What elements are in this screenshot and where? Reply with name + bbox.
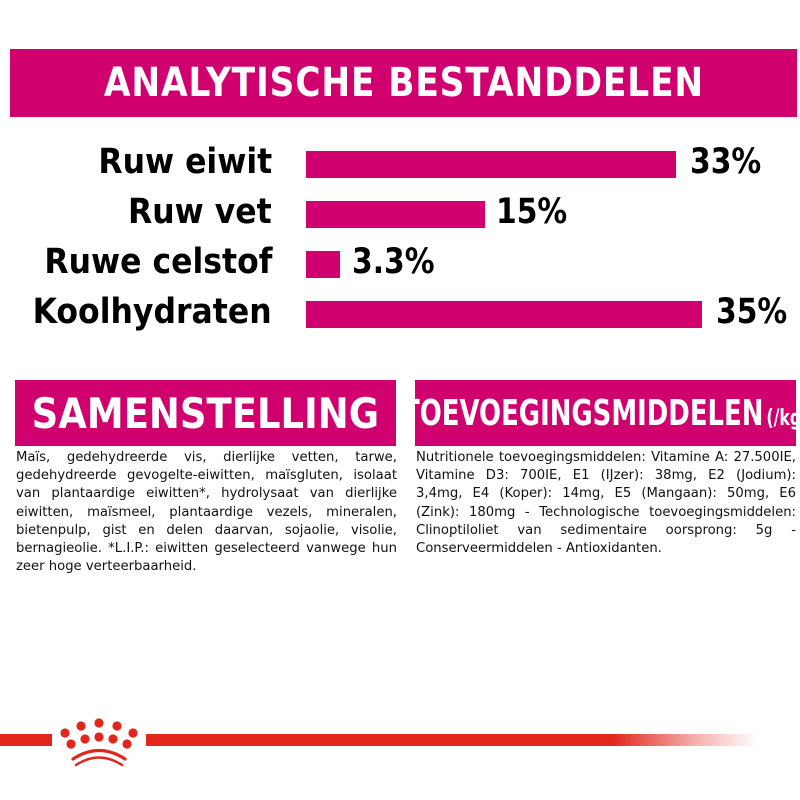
- row-value: 35%: [716, 292, 788, 332]
- page-title: ANALYTISCHE BESTANDDELEN: [103, 60, 704, 106]
- row-label: Koolhydraten: [32, 292, 272, 332]
- header-banner: ANALYTISCHE BESTANDDELEN: [10, 49, 797, 117]
- nutrient-bar-chart: Ruw eiwit 33% Ruw vet 15% Ruwe celstof 3…: [0, 140, 800, 340]
- bar: [306, 301, 702, 328]
- row-label: Ruw vet: [128, 192, 272, 232]
- row-label: Ruwe celstof: [43, 242, 272, 282]
- bar: [306, 201, 485, 228]
- chart-row: Ruw eiwit 33%: [0, 142, 800, 184]
- footer-divider-right: [146, 734, 758, 746]
- bar: [306, 151, 676, 178]
- composition-text: Maïs, gedehydreerde vis, dierlijke vette…: [16, 450, 397, 575]
- chart-row: Ruw vet 15%: [0, 192, 800, 234]
- composition-header: SAMENSTELLING: [15, 380, 396, 446]
- additives-title-wrap: TOEVOEGINGSMIDDELEN(/kg): [415, 393, 796, 434]
- bar: [306, 251, 340, 278]
- footer-divider-left: [0, 734, 52, 746]
- row-value: 3.3%: [352, 242, 435, 282]
- composition-title: SAMENSTELLING: [31, 388, 380, 438]
- additives-title: TOEVOEGINGSMIDDELEN: [415, 392, 764, 434]
- crown-logo-icon: [60, 718, 138, 767]
- chart-row: Koolhydraten 35%: [0, 292, 800, 334]
- chart-row: Ruwe celstof 3.3%: [0, 242, 800, 284]
- additives-header: TOEVOEGINGSMIDDELEN(/kg): [415, 380, 796, 446]
- additives-unit: (/kg): [766, 405, 796, 431]
- row-label: Ruw eiwit: [98, 142, 272, 182]
- row-value: 33%: [690, 142, 762, 182]
- row-value: 15%: [496, 192, 568, 232]
- additives-text: Nutritionele toevoegingsmiddelen: Vitami…: [416, 450, 796, 557]
